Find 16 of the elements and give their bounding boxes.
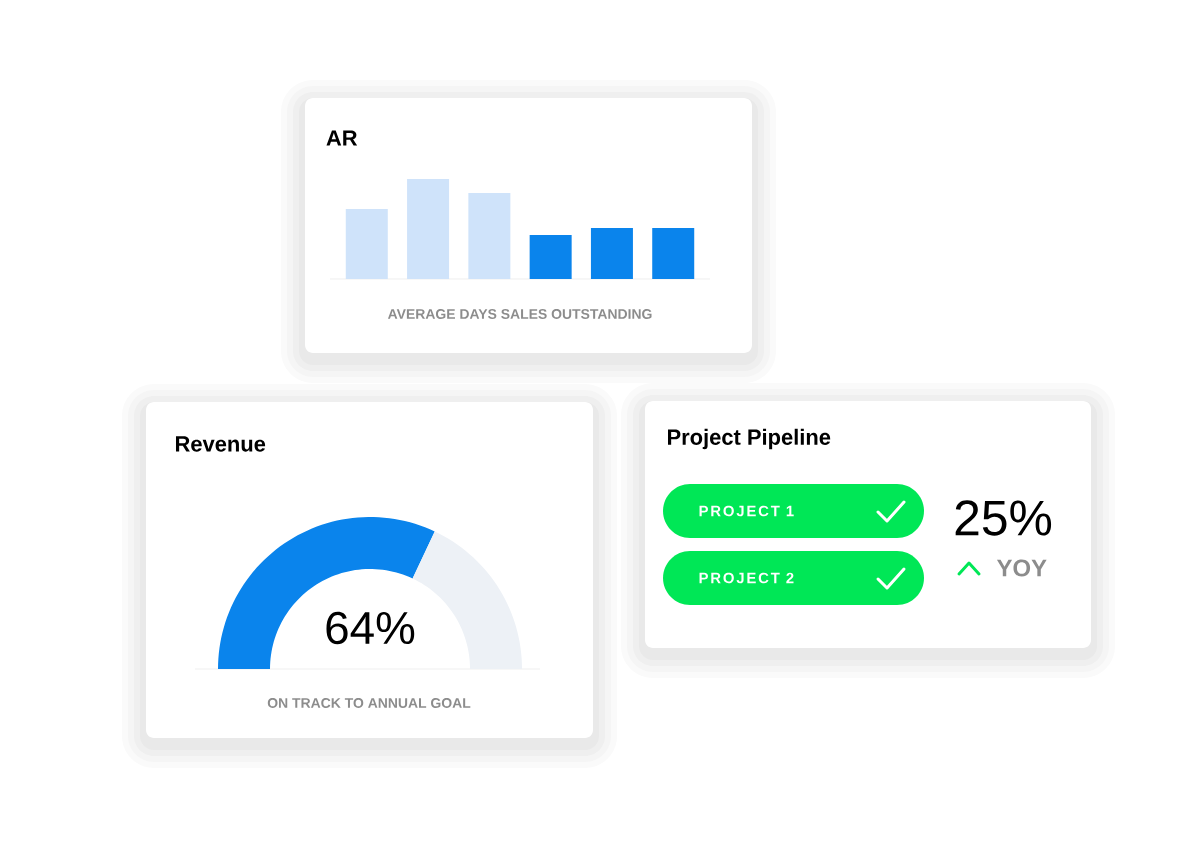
data-label: 64% [326, 611, 415, 645]
bar [529, 234, 572, 279]
bar [345, 208, 388, 279]
bar [407, 178, 450, 279]
chart-title: AR [326, 130, 358, 146]
text: 25% [955, 500, 1052, 536]
bar [590, 227, 633, 279]
chart-title: Revenue [175, 436, 266, 452]
text: YOY [996, 559, 1047, 577]
bar [652, 227, 695, 279]
text: PROJECT 1 [699, 505, 794, 517]
text: PROJECT 2 [699, 572, 794, 584]
bar [468, 192, 511, 279]
text: ON TRACK TO ANNUAL GOAL [267, 698, 471, 708]
x-axis-title: AVERAGE DAYS SALES OUTSTANDING [387, 309, 652, 319]
text: Project Pipeline [668, 428, 831, 450]
